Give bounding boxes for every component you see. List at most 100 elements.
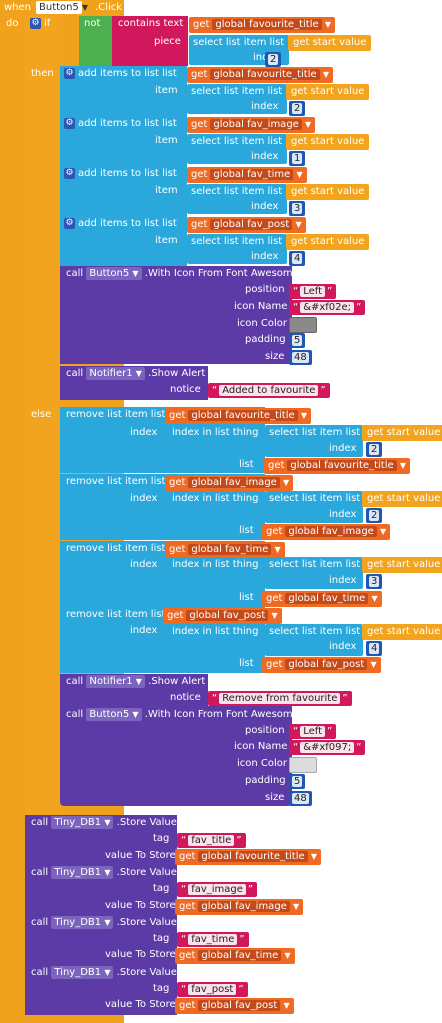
number-padding-2[interactable]: 5 xyxy=(289,774,306,789)
get-start-value-2[interactable]: get start value xyxy=(286,134,370,150)
tinydb-dropdown[interactable]: Tiny_DB1 ▼ xyxy=(51,966,114,979)
tinydb-row-2: call Tiny_DB1 ▼ .Store Value xyxy=(31,866,177,879)
get-fav-time-db[interactable]: get global fav_time ▼ xyxy=(175,948,295,964)
notifier-dropdown[interactable]: Notifier1 ▼ xyxy=(86,675,145,688)
get-start-value-3[interactable]: get start value xyxy=(286,184,370,200)
number-size-1[interactable]: 48 xyxy=(289,350,312,365)
select-list-item-2[interactable]: select list item list xyxy=(187,134,287,164)
when-label: when xyxy=(4,2,32,13)
add-items-block-3[interactable] xyxy=(60,166,187,216)
get-start-value-r4[interactable]: get start value xyxy=(362,624,442,640)
get-fav-post-1[interactable]: get global fav_post ▼ xyxy=(187,217,306,233)
call-row-4: call Button5 ▼ .With Icon From Font Awes… xyxy=(66,708,299,721)
get-start-value-r1[interactable]: get start value xyxy=(362,425,442,441)
number-r2[interactable]: 2 xyxy=(366,508,383,523)
select-list-item-r2[interactable]: select list item list xyxy=(265,491,363,523)
get-fav-time-r2[interactable]: get global fav_time ▼ xyxy=(262,591,382,607)
index-in-list-4[interactable]: index in list thing xyxy=(168,624,265,672)
index-in-list-2[interactable]: index in list thing xyxy=(168,491,265,539)
get-start-value-4[interactable]: get start value xyxy=(286,234,370,250)
string-notice-remove[interactable]: “Remove from favourite” xyxy=(208,691,352,706)
get-fav-title[interactable]: get global favourite_title ▼ xyxy=(189,17,335,33)
index-in-list-3[interactable]: index in list thing xyxy=(168,557,265,606)
number-block-2[interactable]: 1 xyxy=(289,151,306,166)
get-fav-image-r[interactable]: get global fav_image ▼ xyxy=(165,475,294,491)
number-block-4[interactable]: 4 xyxy=(289,251,306,266)
gear-icon[interactable]: ⚙ xyxy=(64,217,75,229)
string-position-1[interactable]: “Left” xyxy=(289,284,337,299)
select-list-item-3[interactable]: select list item list xyxy=(187,184,287,214)
get-fav-post-r2[interactable]: get global fav_post ▼ xyxy=(262,657,381,673)
color-swatch-gray[interactable] xyxy=(289,317,317,333)
select-list-item-r3[interactable]: select list item list xyxy=(265,557,363,589)
tinydb-row-4: call Tiny_DB1 ▼ .Store Value xyxy=(31,966,177,979)
number-r1[interactable]: 2 xyxy=(366,442,383,457)
get-fav-post-db[interactable]: get global fav_post ▼ xyxy=(175,998,294,1014)
gear-icon[interactable]: ⚙ xyxy=(64,167,75,179)
call-button5-icon-then[interactable] xyxy=(60,266,292,364)
string-position-2[interactable]: “Left” xyxy=(289,724,337,739)
number-block[interactable]: 2 xyxy=(265,52,282,67)
icon-name-label-1: icon Name xyxy=(234,301,288,312)
get-fav-title-r2[interactable]: get global favourite_title ▼ xyxy=(264,458,410,474)
contains-text-block[interactable] xyxy=(112,16,188,66)
gear-icon[interactable]: ⚙ xyxy=(64,117,75,129)
get-fav-time-1[interactable]: get global fav_time ▼ xyxy=(187,167,307,183)
button5-dropdown[interactable]: Button5 ▼ xyxy=(86,267,142,280)
get-fav-post-r[interactable]: get global fav_post ▼ xyxy=(163,608,282,624)
get-start-value-r3[interactable]: get start value xyxy=(362,557,442,573)
get-fav-image-r2[interactable]: get global fav_image ▼ xyxy=(262,524,391,540)
string-tag-4[interactable]: “fav_post” xyxy=(177,982,248,997)
item-label-4: item xyxy=(155,235,178,246)
string-tag-3[interactable]: “fav_time” xyxy=(177,932,249,947)
select-list-item-r4[interactable]: select list item list xyxy=(265,624,363,656)
add-items-block-4[interactable] xyxy=(60,216,187,266)
number-block-1[interactable]: 2 xyxy=(289,101,306,116)
get-fav-title-r[interactable]: get global favourite_title ▼ xyxy=(165,408,311,424)
tinydb-dropdown[interactable]: Tiny_DB1 ▼ xyxy=(51,916,114,929)
index-in-list-1[interactable]: index in list thing xyxy=(168,425,265,472)
string-tag-1[interactable]: “fav_title” xyxy=(177,833,246,848)
select-list-item-4[interactable]: select list item list xyxy=(187,234,287,264)
add-items-block-2[interactable] xyxy=(60,116,187,166)
number-r3[interactable]: 3 xyxy=(366,574,383,589)
button5-dropdown[interactable]: Button5 ▼ xyxy=(86,708,142,721)
get-fav-image-db[interactable]: get global fav_image ▼ xyxy=(175,899,304,915)
tinydb-dropdown[interactable]: Tiny_DB1 ▼ xyxy=(51,866,114,879)
not-block[interactable] xyxy=(79,16,113,66)
component-dropdown[interactable]: Button5 ▼ xyxy=(36,1,88,15)
get-fav-title-1[interactable]: get global favourite_title ▼ xyxy=(187,67,333,83)
get-start-value-1[interactable]: get start value xyxy=(286,84,370,100)
tinydb-dropdown[interactable]: Tiny_DB1 ▼ xyxy=(51,816,114,829)
get-fav-time-r[interactable]: get global fav_time ▼ xyxy=(165,542,285,558)
select-list-item-1[interactable]: select list item list xyxy=(187,84,287,114)
gear-icon[interactable]: ⚙ xyxy=(64,67,75,79)
icon-color-label-1: icon Color xyxy=(237,318,288,329)
number-size-2[interactable]: 48 xyxy=(289,791,312,806)
get-start-value[interactable]: get start value xyxy=(288,35,372,51)
if-block[interactable] xyxy=(25,16,63,816)
string-icon-name-1[interactable]: “&#xf02e;” xyxy=(289,300,366,315)
select-list-item-r1[interactable]: select list item list xyxy=(265,425,363,457)
string-tag-2[interactable]: “fav_image” xyxy=(177,882,258,897)
get-fav-title-db[interactable]: get global favourite_title ▼ xyxy=(175,849,321,865)
value-label-1: value To Store xyxy=(105,850,176,861)
not-label: not xyxy=(84,18,101,29)
number-block-3[interactable]: 3 xyxy=(289,201,306,216)
get-fav-image-1[interactable]: get global fav_image ▼ xyxy=(187,117,316,133)
get-start-value-r2[interactable]: get start value xyxy=(362,491,442,507)
color-swatch-light[interactable] xyxy=(289,757,317,773)
number-r4[interactable]: 4 xyxy=(366,641,383,656)
notifier-dropdown[interactable]: Notifier1 ▼ xyxy=(86,367,145,380)
call-button5-icon-else[interactable] xyxy=(60,706,292,806)
string-icon-name-2[interactable]: “&#xf097;” xyxy=(289,740,366,755)
gear-icon[interactable]: ⚙ xyxy=(30,17,41,29)
index-label-r3b: index xyxy=(329,575,357,586)
call-row-3: call Notifier1 ▼ .Show Alert xyxy=(66,675,206,688)
number-padding-1[interactable]: 5 xyxy=(289,333,306,348)
size-label-1: size xyxy=(265,351,285,362)
add-items-block-1[interactable] xyxy=(60,66,187,116)
remove-label-2: remove list item list xyxy=(66,476,166,487)
item-label-1: item xyxy=(155,85,178,96)
string-notice-added[interactable]: “Added to favourite” xyxy=(208,383,330,398)
